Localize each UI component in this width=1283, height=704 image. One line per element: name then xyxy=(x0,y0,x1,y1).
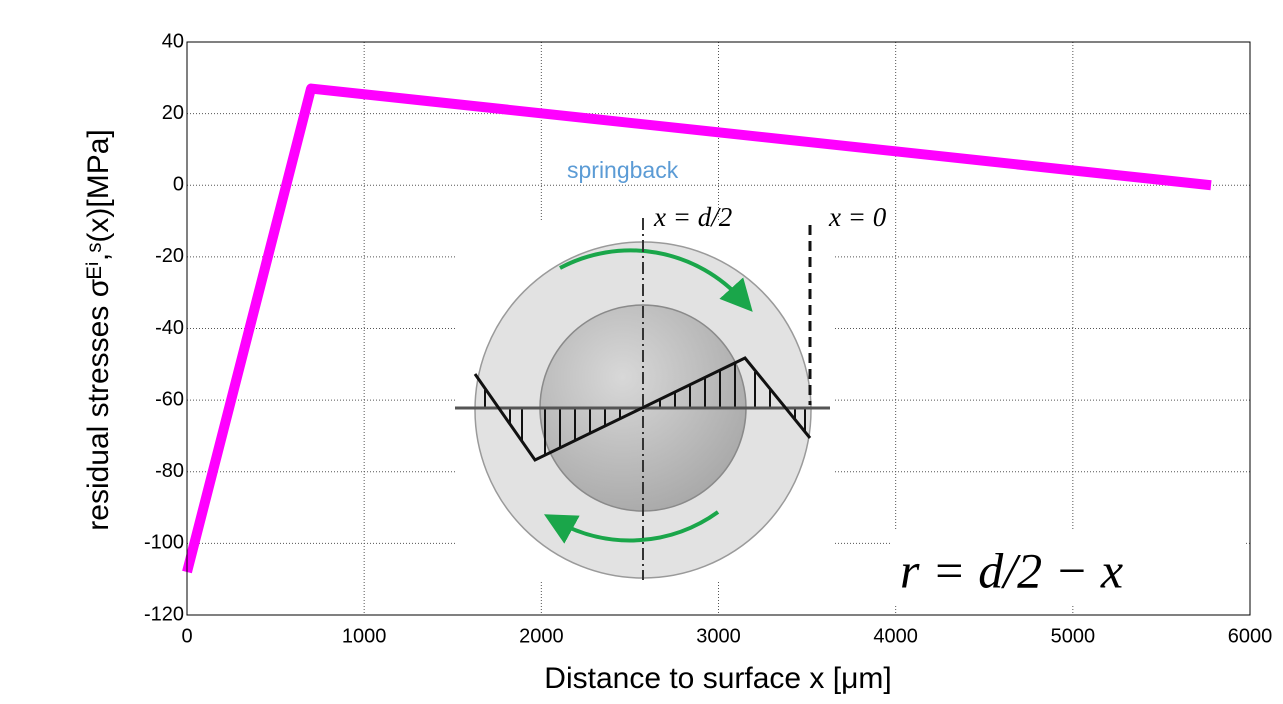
y-tick-label: 0 xyxy=(173,174,184,196)
rotation-arrow xyxy=(559,248,753,312)
annotation: r = d/2 − x xyxy=(900,542,1123,598)
data-line xyxy=(182,83,1212,574)
x-tick-label: 1000 xyxy=(342,625,387,647)
y-tick-label: 40 xyxy=(162,30,184,52)
y-tick-label: -60 xyxy=(155,388,184,410)
x-tick-label: 5000 xyxy=(1051,625,1096,647)
rotation-arrow xyxy=(543,510,720,544)
annotation: x = d/2 xyxy=(653,202,732,232)
y-tick-label: -100 xyxy=(144,532,184,554)
annotation: x = 0 xyxy=(828,202,887,232)
x-tick-label: 3000 xyxy=(696,625,741,647)
y-tick-label: -20 xyxy=(155,245,184,267)
x-tick-label: 4000 xyxy=(873,625,918,647)
plot-frame xyxy=(186,41,1251,616)
y-tick-label: -40 xyxy=(155,317,184,339)
y-tick-label: 20 xyxy=(162,102,184,124)
formula-background xyxy=(890,530,1246,604)
y-axis-label: residual stresses σᴱⁱ,ˢ(x)[MPa] xyxy=(82,129,115,530)
inset-diagram xyxy=(455,218,1246,604)
stress-profile xyxy=(473,356,812,462)
hatching xyxy=(484,363,806,455)
x-tick-label: 2000 xyxy=(519,625,564,647)
x-axis-label: Distance to surface x [μm] xyxy=(544,662,891,695)
x-tick-label: 0 xyxy=(181,625,192,647)
x-tick-label: 6000 xyxy=(1228,625,1273,647)
y-tick-label: -120 xyxy=(144,603,184,625)
y-tick-label: -80 xyxy=(155,460,184,482)
annotation: springback xyxy=(567,157,679,183)
